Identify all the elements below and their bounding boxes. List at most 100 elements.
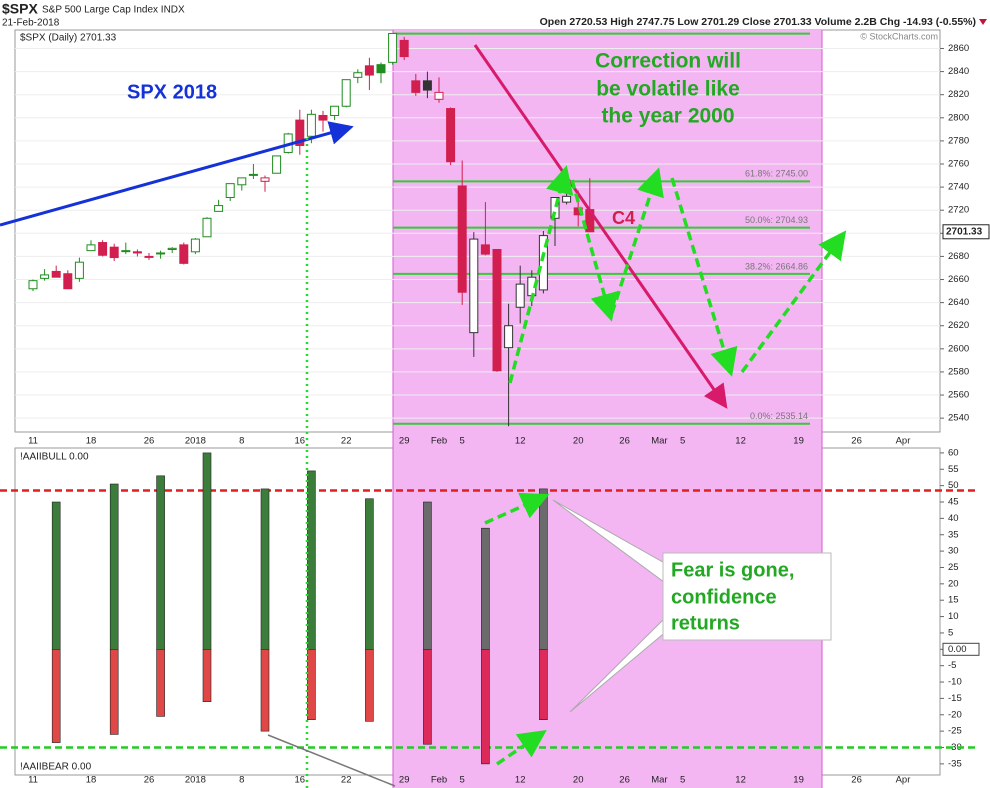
arrow [508, 165, 574, 384]
candle-body [202, 217, 212, 238]
candle-body [306, 113, 316, 137]
candle-body [40, 274, 50, 279]
y-tick-label: 2820 [948, 89, 969, 100]
x-tick-label: 5 [680, 436, 685, 447]
y-tick-label: 2660 [948, 274, 969, 285]
bar [109, 649, 119, 735]
arrow [570, 179, 618, 322]
candle-body [260, 177, 270, 182]
x-tick-label: 20 [573, 775, 584, 786]
annotation: SPX 2018 [127, 81, 217, 103]
y-tick-label: 10 [948, 611, 959, 622]
candle-body [550, 197, 560, 219]
x-tick-label: 8 [239, 436, 244, 447]
arrow [610, 167, 664, 314]
fib-label: 38.2%: 2664.86 [745, 261, 808, 271]
legend-entry: !AAIIBEAR 0.00 [20, 762, 92, 773]
x-tick-label: 26 [619, 775, 630, 786]
bar [202, 452, 212, 650]
candle-body [515, 283, 525, 308]
x-tick-label: 8 [239, 775, 244, 786]
pointer-line [267, 734, 396, 787]
candle-body [364, 65, 374, 76]
x-tick-label: 20 [573, 436, 584, 447]
y-tick-label: 0.00 [948, 644, 967, 655]
candle-body [388, 32, 398, 63]
y-tick-label: 2780 [948, 135, 969, 146]
price-box [942, 224, 990, 240]
candle-body [190, 238, 200, 253]
candle-body [132, 251, 142, 254]
candle-body [353, 72, 363, 78]
bar [539, 649, 548, 720]
annotation: confidence [671, 586, 777, 608]
bar [202, 649, 212, 702]
x-tick-label: 26 [619, 436, 630, 447]
highlight-region [393, 30, 822, 788]
y-tick-label: 2560 [948, 390, 969, 401]
y-tick-label: 30 [948, 546, 959, 557]
y-tick-label: 2600 [948, 343, 969, 354]
y-tick-label: -25 [948, 726, 962, 737]
y-tick-label: 50 [948, 480, 959, 491]
y-tick-label: 2640 [948, 297, 969, 308]
y-tick-label: 2580 [948, 366, 969, 377]
marks: 2540256025802600262026402660268027002720… [0, 32, 990, 786]
fib-label: 50.0%: 2704.93 [745, 215, 808, 225]
y-tick-label: -10 [948, 677, 962, 688]
x-tick-label: 26 [144, 436, 155, 447]
arrow [473, 44, 728, 409]
y-tick-label: 2860 [948, 43, 969, 54]
x-tick-label: 19 [793, 775, 804, 786]
bar [51, 649, 61, 743]
y-tick-label: -20 [948, 709, 962, 720]
y-tick-label: 2800 [948, 112, 969, 123]
x-tick-label: 16 [295, 436, 306, 447]
candle-body [98, 242, 108, 256]
arrow [740, 230, 847, 374]
legend-entry: !AAIIBULL 0.00 [20, 452, 89, 463]
bar [539, 488, 548, 650]
candle-body [492, 248, 502, 372]
candle-body [399, 39, 409, 58]
annotation: Correction will [595, 50, 741, 73]
x-tick-label: Mar [651, 436, 667, 447]
candle-body [318, 114, 328, 121]
value-box [942, 642, 980, 656]
bar [156, 475, 165, 650]
y-tick-label: 2680 [948, 251, 969, 262]
bar [423, 649, 432, 745]
x-tick-label: Mar [651, 775, 667, 786]
x-tick-label: 26 [851, 775, 862, 786]
annotation: returns [671, 612, 740, 634]
arrow [0, 121, 354, 227]
candle-body [330, 105, 340, 116]
y-tick-label: 2620 [948, 320, 969, 331]
candle-body [121, 250, 131, 253]
y-tick-label: 25 [948, 562, 959, 573]
x-tick-label: 2018 [185, 436, 206, 447]
down-triangle [979, 19, 987, 25]
candle-body [248, 173, 258, 176]
bar [307, 470, 316, 650]
candle-body [469, 238, 479, 334]
annotation: C4 [612, 208, 635, 228]
annotation: be volatile like [596, 78, 740, 101]
chart-title: $SPX (Daily) 2701.33 [20, 33, 117, 44]
bar [307, 649, 316, 720]
date: 21-Feb-2018 [2, 18, 60, 29]
x-tick-label: 18 [86, 436, 97, 447]
y-tick-label: 2840 [948, 66, 969, 77]
x-tick-label: Feb [431, 436, 447, 447]
candle-body [376, 64, 386, 74]
annotation: the year 2000 [601, 105, 734, 128]
candle-body [434, 91, 444, 100]
candle-body [225, 183, 235, 198]
price-label: 2701.33 [946, 226, 983, 237]
arrow [496, 730, 547, 766]
candle-body [167, 247, 177, 250]
bar [365, 498, 374, 650]
credit: © StockCharts.com [860, 31, 938, 41]
